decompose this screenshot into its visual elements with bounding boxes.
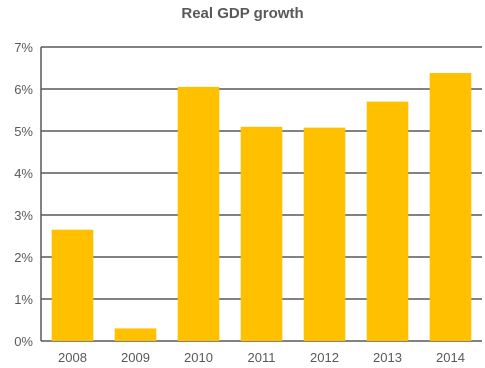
bar (177, 86, 220, 342)
y-tick-label: 3% (14, 208, 33, 223)
x-tick-label: 2011 (248, 350, 276, 365)
bar (240, 126, 283, 341)
x-tick-label: 2010 (184, 350, 213, 365)
y-tick-label: 7% (14, 40, 33, 55)
x-tick-label: 2009 (121, 350, 150, 365)
y-tick-label: 4% (14, 166, 33, 181)
x-tick-label: 2014 (436, 350, 465, 365)
x-tick-label: 2013 (373, 350, 402, 365)
y-tick-label: 1% (14, 292, 33, 307)
y-tick-label: 6% (14, 82, 33, 97)
bar (303, 127, 346, 341)
y-tick-label: 0% (14, 334, 33, 349)
bar (51, 229, 94, 341)
y-tick-label: 5% (14, 124, 33, 139)
chart-title: Real GDP growth (181, 5, 304, 22)
x-tick-label: 2012 (310, 350, 339, 365)
bar (366, 101, 409, 341)
y-tick-label: 2% (14, 250, 33, 265)
x-tick-label: 2008 (58, 350, 87, 365)
bar (429, 73, 472, 341)
bar (114, 328, 157, 341)
